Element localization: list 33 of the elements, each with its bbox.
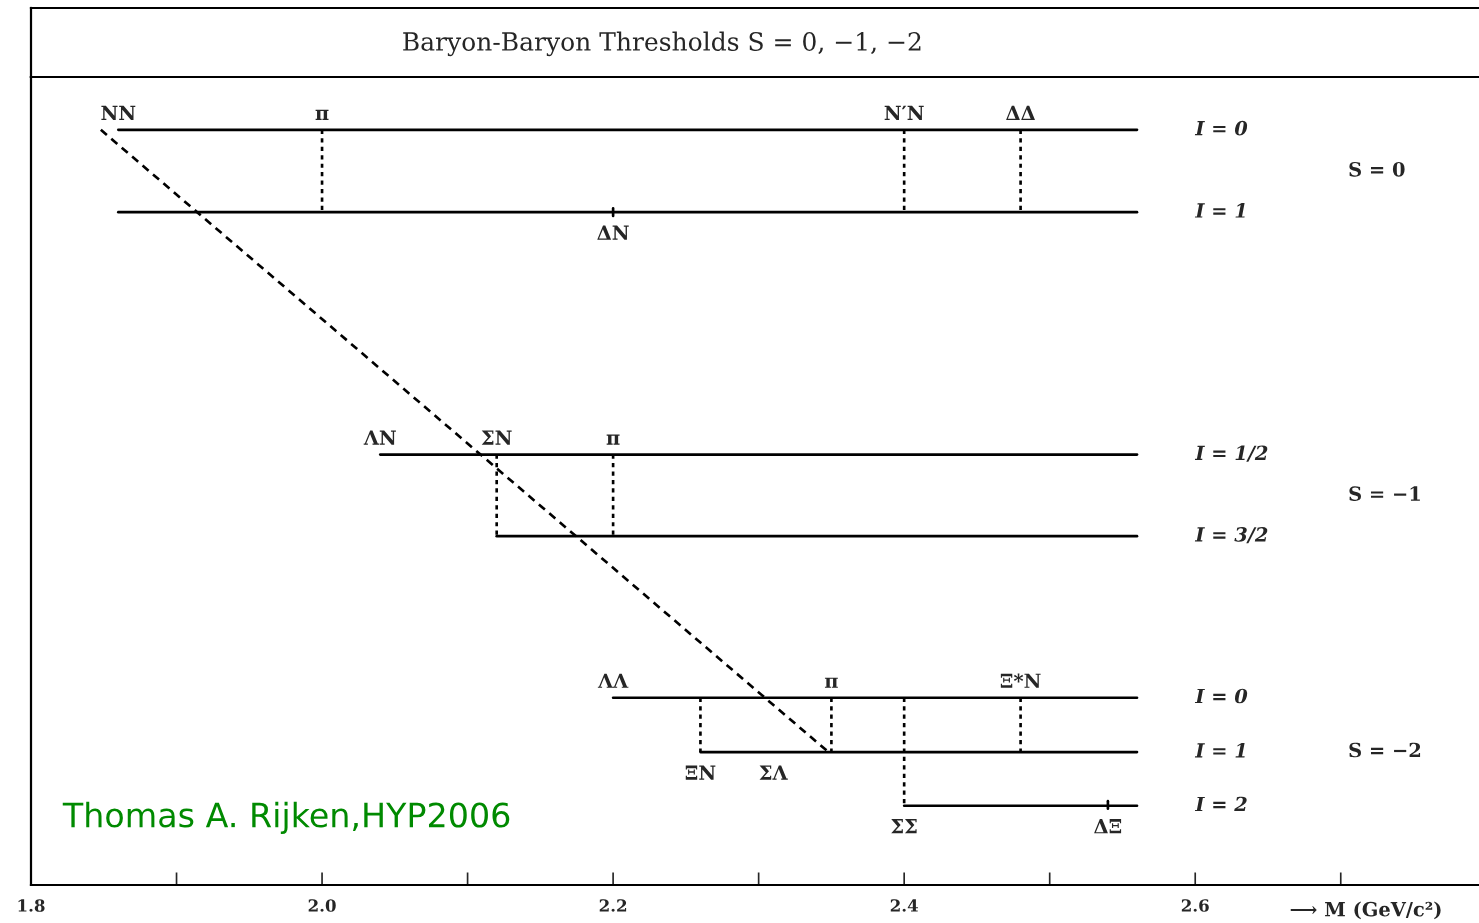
annotation: π: [315, 109, 329, 120]
text: I = 0: [1194, 120, 1248, 136]
annotation: π: [824, 677, 838, 688]
x-axis-title: ⟶ M (GeV/c²): [1290, 901, 1441, 920]
x-tick-label: 2.2: [599, 899, 627, 912]
x-tick-label: 2.4: [890, 899, 918, 912]
x-tick-label: 2.0: [308, 899, 336, 912]
annotation: ΣN: [481, 430, 512, 445]
annotation: Ξ*N: [1000, 673, 1041, 688]
annotation: ΛΛ: [597, 673, 629, 688]
annotation: ΔΞ: [1094, 819, 1122, 834]
annotation: S = −1: [1349, 486, 1420, 501]
annotation: ΛN: [363, 430, 396, 445]
annotation: ΣΣ: [891, 819, 917, 834]
text: I = 1/2: [1194, 445, 1268, 462]
annotation: N′N: [884, 105, 924, 120]
text: I = 3/2: [1194, 527, 1268, 544]
annotation: S = −2: [1349, 742, 1421, 758]
text: I = 1: [1194, 743, 1245, 758]
annotation: ΔΔ: [1006, 105, 1035, 120]
x-tick-label: 2.6: [1181, 899, 1209, 912]
x-tick-label: 1.8: [18, 899, 45, 912]
annotation: ΞN: [685, 765, 716, 780]
annotation: ΣΛ: [759, 765, 788, 780]
annotation: π: [606, 434, 620, 445]
text: I = 2: [1194, 796, 1247, 812]
chart-title: Baryon-Baryon Thresholds S = 0, −1, −2: [403, 31, 921, 57]
annotation: Thomas A. Rijken,HYP2006: [62, 801, 510, 835]
annotation: S = 0: [1349, 161, 1405, 177]
annotation: ΔN: [597, 225, 629, 240]
text: I = 1: [1194, 203, 1245, 218]
annotation: NN: [101, 105, 136, 120]
text: I = 0: [1194, 688, 1248, 704]
